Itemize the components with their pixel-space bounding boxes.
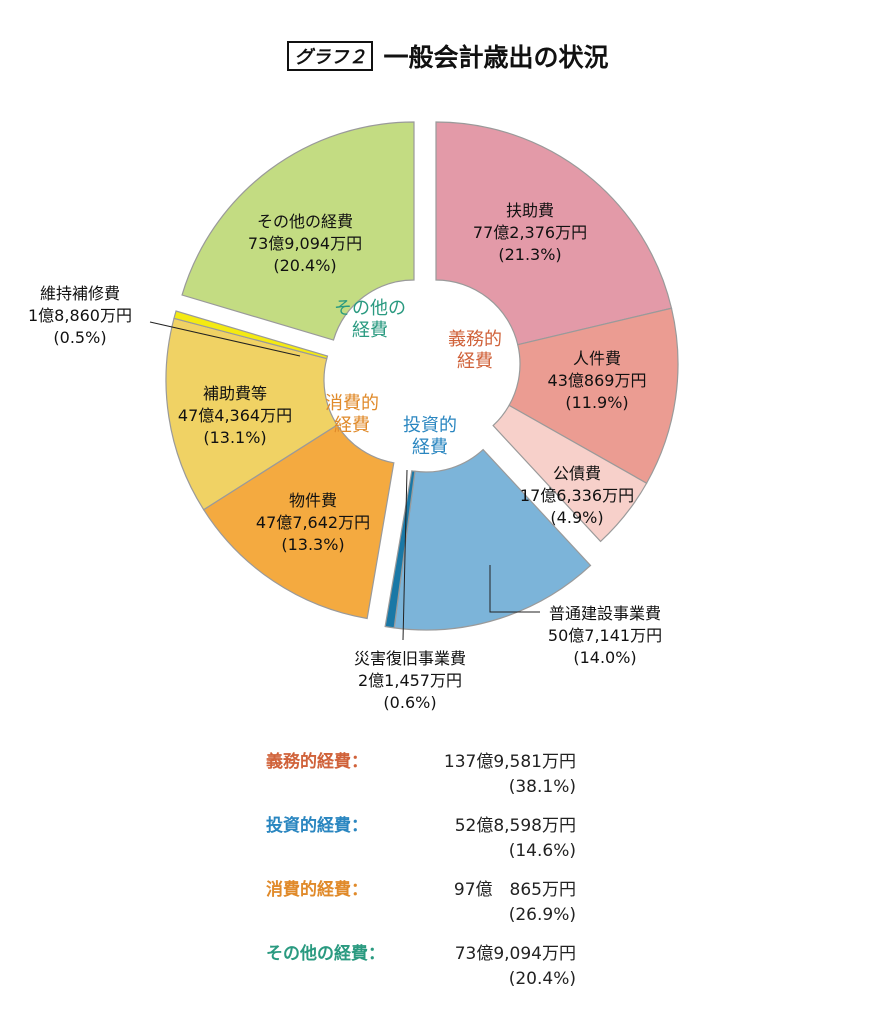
slice-label-jinken: 人件費 43億869万円 (11.9%): [547, 349, 647, 412]
slice-label-construction: 普通建設事業費 50億7,141万円 (14.0%): [547, 604, 663, 667]
pie-slice-8: [181, 121, 415, 341]
slice-label-other: その他の経費 73億9,094万円 (20.4%): [247, 212, 363, 275]
slice-label-bukken: 物件費 47億7,642万円 (13.3%): [255, 491, 371, 554]
pie-slice-6: [165, 317, 338, 511]
pie-slice-2: [492, 404, 648, 543]
pie-slice-3: [393, 448, 592, 631]
chart-title: グラフ２ 一般会計歳出の状況: [0, 38, 896, 74]
pie-slice-4: [384, 470, 416, 629]
pie-slice-7: [173, 310, 329, 360]
pie-slice-0: [435, 121, 673, 346]
group-label-other: その他の 経費: [334, 298, 406, 341]
group-label-investment: 投資的 経費: [403, 415, 457, 458]
leader-line-construction: [489, 565, 540, 613]
slice-label-fujo: 扶助費 77億2,376万円 (21.3%): [472, 201, 588, 264]
leader-line-maintenance: [149, 321, 301, 357]
slice-label-disaster: 災害復旧事業費 2億1,457万円 (0.6%): [353, 649, 467, 712]
pie-slice-5: [202, 424, 395, 620]
slice-label-kosai: 公債費 17億6,336万円 (4.9%): [519, 464, 635, 527]
group-label-consumption: 消費的 経費: [325, 393, 379, 436]
slice-label-hojo: 補助費等 47億4,364万円 (13.1%): [177, 384, 293, 447]
title-text: 一般会計歳出の状況: [383, 43, 609, 72]
graph-number-tag: グラフ２: [287, 41, 374, 71]
leader-line-disaster: [402, 469, 408, 641]
group-label-obligatory: 義務的 経費: [448, 329, 502, 372]
slice-label-maintenance: 維持補修費 1億8,860万円 (0.5%): [28, 284, 132, 347]
pie-slice-1: [508, 307, 679, 485]
